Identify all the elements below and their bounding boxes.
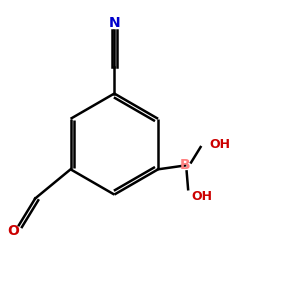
Text: N: N (109, 16, 120, 30)
Text: O: O (8, 224, 20, 238)
Text: OH: OH (191, 190, 212, 203)
Text: B: B (180, 158, 190, 172)
Text: OH: OH (209, 138, 230, 151)
